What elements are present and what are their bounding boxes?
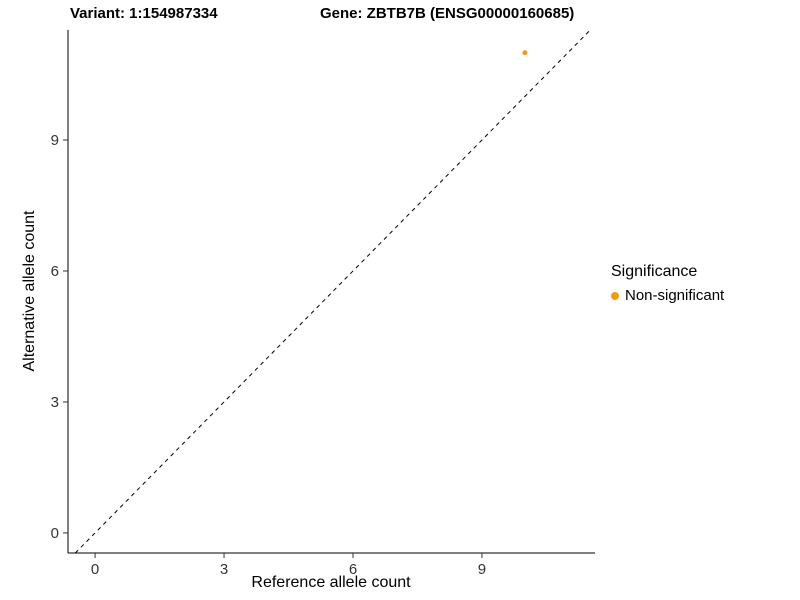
legend: Significance Non-significant bbox=[611, 263, 724, 304]
legend-point-icon bbox=[611, 291, 619, 300]
legend-entry: Non-significant bbox=[611, 287, 724, 304]
x-tick-label: 3 bbox=[220, 561, 228, 578]
y-tick-label: 9 bbox=[51, 132, 59, 149]
identity-line bbox=[74, 29, 591, 554]
y-tick-label: 0 bbox=[51, 525, 59, 542]
chart-title-gene: Gene: ZBTB7B (ENSG00000160685) bbox=[320, 5, 575, 22]
data-point bbox=[522, 50, 528, 56]
y-tick-label: 3 bbox=[51, 394, 59, 411]
y-axis-label: Alternative allele count bbox=[21, 210, 38, 372]
y-tick-label: 6 bbox=[51, 263, 59, 280]
x-axis-label: Reference allele count bbox=[251, 574, 411, 591]
x-tick-label: 0 bbox=[91, 561, 99, 578]
legend-entry-label: Non-significant bbox=[625, 287, 725, 304]
x-tick-label: 9 bbox=[478, 561, 486, 578]
legend-title: Significance bbox=[611, 263, 698, 280]
x-tick-label: 6 bbox=[349, 561, 357, 578]
chart-title-variant: Variant: 1:154987334 bbox=[70, 5, 218, 22]
